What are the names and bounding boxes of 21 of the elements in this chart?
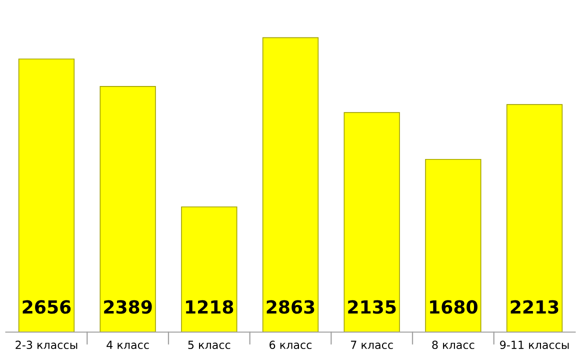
data-label: 1218 xyxy=(186,300,234,314)
data-label: 1680 xyxy=(430,300,478,314)
bar xyxy=(425,158,482,332)
data-label: 2389 xyxy=(104,300,152,314)
x-tick-label: 2-3 классы xyxy=(16,340,78,350)
bar xyxy=(181,206,238,332)
x-tick-label: 7 класс xyxy=(351,340,393,350)
bar xyxy=(100,86,156,332)
data-label: 2863 xyxy=(266,300,314,314)
bar xyxy=(506,104,563,332)
x-tick-label: 5 класс xyxy=(188,340,230,350)
data-label: 2135 xyxy=(348,300,396,314)
bar xyxy=(18,58,75,332)
x-tick-label: 4 класс xyxy=(106,340,149,350)
bar xyxy=(262,37,319,332)
data-label: 2213 xyxy=(510,300,558,314)
x-tick-label: 8 класс xyxy=(432,340,474,350)
bar xyxy=(344,112,400,332)
x-tick-label: 9-11 классы xyxy=(500,340,569,350)
data-label: 2656 xyxy=(22,300,71,314)
x-tick-label: 6 класс xyxy=(270,340,312,350)
